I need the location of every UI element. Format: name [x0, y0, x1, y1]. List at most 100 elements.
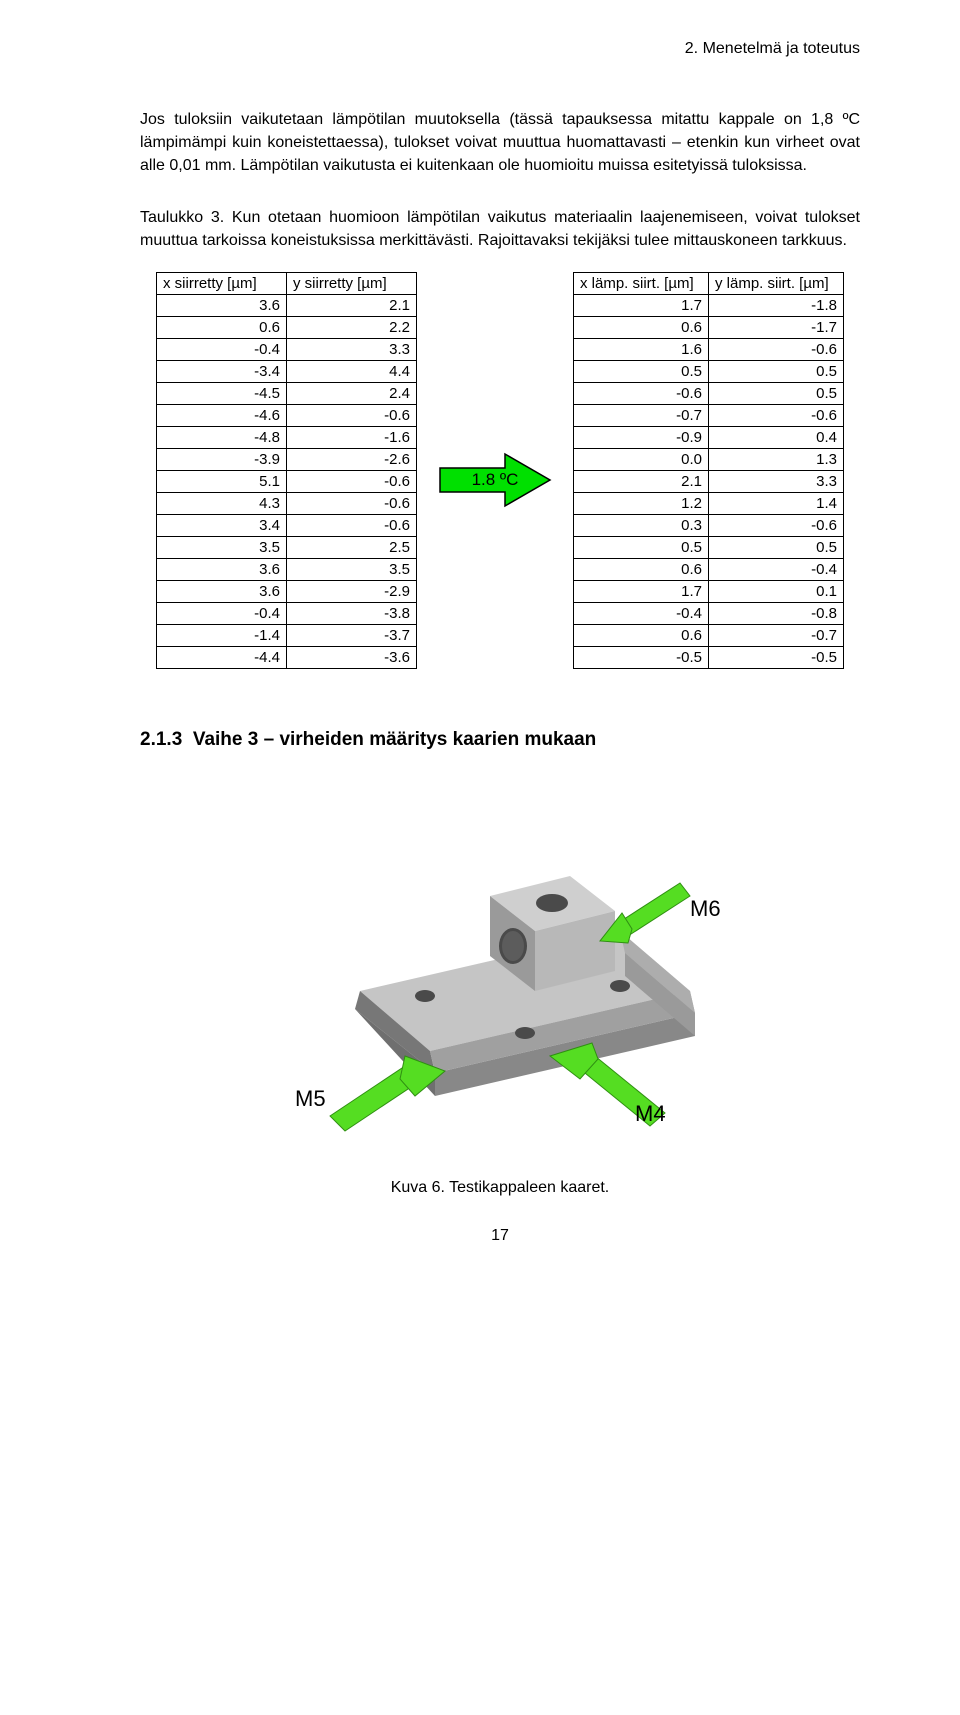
table-cell: 1.4: [709, 492, 844, 514]
arrow-label: 1.8 ºC: [472, 470, 519, 490]
table-cell: -0.7: [574, 404, 709, 426]
table-cell: -4.5: [157, 382, 287, 404]
page-number: 17: [140, 1227, 860, 1245]
table-cell: -0.4: [574, 602, 709, 624]
table-row: 0.6-0.7: [574, 624, 844, 646]
table-row: 3.52.5: [157, 536, 417, 558]
table-caption: Taulukko 3. Kun otetaan huomioon lämpöti…: [140, 206, 860, 252]
table-cell: -0.6: [287, 514, 417, 536]
table-cell: 3.5: [157, 536, 287, 558]
table-cell: 2.5: [287, 536, 417, 558]
table-cell: 2.4: [287, 382, 417, 404]
table-cell: 3.3: [709, 470, 844, 492]
label-m5: M5: [295, 1086, 326, 1112]
table-row: 1.21.4: [574, 492, 844, 514]
table-cell: 5.1: [157, 470, 287, 492]
table-row: -0.7-0.6: [574, 404, 844, 426]
table-cell: 0.5: [574, 360, 709, 382]
figure-caption: Kuva 6. Testikappaleen kaaret.: [391, 1179, 610, 1197]
table-row: 0.50.5: [574, 360, 844, 382]
table-cell: 0.6: [574, 624, 709, 646]
table-cell: 0.5: [574, 536, 709, 558]
table-row: 1.70.1: [574, 580, 844, 602]
table-cell: 1.7: [574, 294, 709, 316]
table-cell: -4.4: [157, 646, 287, 668]
left-col-header-y: y siirretty [µm]: [287, 272, 417, 294]
intro-paragraph: Jos tuloksiin vaikutetaan lämpötilan muu…: [140, 108, 860, 178]
table-cell: 0.5: [709, 382, 844, 404]
table-cell: 0.6: [574, 558, 709, 580]
table-row: 3.63.5: [157, 558, 417, 580]
table-row: -0.43.3: [157, 338, 417, 360]
table-cell: -3.7: [287, 624, 417, 646]
table-cell: 1.6: [574, 338, 709, 360]
table-cell: -0.5: [709, 646, 844, 668]
table-cell: 3.6: [157, 580, 287, 602]
table-row: -1.4-3.7: [157, 624, 417, 646]
table-cell: -1.7: [709, 316, 844, 338]
figure-6: M6 M5 M4 Kuva 6. Testikappaleen kaaret.: [140, 781, 860, 1197]
table-cell: -1.8: [709, 294, 844, 316]
table-row: 3.4-0.6: [157, 514, 417, 536]
table-cell: -0.6: [287, 404, 417, 426]
table-row: 3.6-2.9: [157, 580, 417, 602]
table-cell: -1.4: [157, 624, 287, 646]
table-cell: 0.5: [709, 360, 844, 382]
table-row: -3.44.4: [157, 360, 417, 382]
table-row: 0.3-0.6: [574, 514, 844, 536]
table-cell: 0.1: [709, 580, 844, 602]
table-row: 0.6-0.4: [574, 558, 844, 580]
table-cell: 2.1: [287, 294, 417, 316]
table-cell: -0.9: [574, 426, 709, 448]
table-cell: -0.6: [574, 382, 709, 404]
table-cell: 3.6: [157, 558, 287, 580]
table-cell: -4.8: [157, 426, 287, 448]
table-cell: 1.2: [574, 492, 709, 514]
table-row: -0.5-0.5: [574, 646, 844, 668]
table-cell: 0.6: [157, 316, 287, 338]
table-row: -3.9-2.6: [157, 448, 417, 470]
table-cell: -0.6: [709, 514, 844, 536]
table-cell: 1.7: [574, 580, 709, 602]
table-cell: 2.1: [574, 470, 709, 492]
table-cell: -0.7: [709, 624, 844, 646]
table-cell: -2.9: [287, 580, 417, 602]
table-row: 0.62.2: [157, 316, 417, 338]
table-cell: -0.4: [157, 338, 287, 360]
table-row: -0.90.4: [574, 426, 844, 448]
table-cell: -1.6: [287, 426, 417, 448]
table-cell: 0.5: [709, 536, 844, 558]
table-cell: -4.6: [157, 404, 287, 426]
table-cell: -0.6: [709, 404, 844, 426]
table-row: -0.4-0.8: [574, 602, 844, 624]
table-cell: 0.6: [574, 316, 709, 338]
table-row: 3.62.1: [157, 294, 417, 316]
table-row: -0.4-3.8: [157, 602, 417, 624]
table-cell: 4.3: [157, 492, 287, 514]
table-row: 0.50.5: [574, 536, 844, 558]
table-cell: 1.3: [709, 448, 844, 470]
table-row: 5.1-0.6: [157, 470, 417, 492]
table-row: 0.6-1.7: [574, 316, 844, 338]
table-cell: -0.5: [574, 646, 709, 668]
table-cell: -3.4: [157, 360, 287, 382]
label-m6: M6: [690, 896, 721, 922]
right-col-header-x: x lämp. siirt. [µm]: [574, 272, 709, 294]
section-title: Vaihe 3 – virheiden määritys kaarien muk…: [193, 729, 596, 750]
tables-container: x siirretty [µm] y siirretty [µm] 3.62.1…: [140, 272, 860, 669]
table-cell: 3.6: [157, 294, 287, 316]
table-cell: -0.4: [709, 558, 844, 580]
table-row: -4.52.4: [157, 382, 417, 404]
table-row: -4.4-3.6: [157, 646, 417, 668]
table-row: -4.8-1.6: [157, 426, 417, 448]
table-cell: -0.6: [709, 338, 844, 360]
table-row: -0.60.5: [574, 382, 844, 404]
table-cell: 3.3: [287, 338, 417, 360]
left-table: x siirretty [µm] y siirretty [µm] 3.62.1…: [156, 272, 417, 669]
table-cell: 0.0: [574, 448, 709, 470]
right-col-header-y: y lämp. siirt. [µm]: [709, 272, 844, 294]
arrow-container: 1.8 ºC: [435, 450, 555, 490]
table-cell: 0.3: [574, 514, 709, 536]
section-number: 2.1.3: [140, 729, 182, 750]
table-cell: -0.6: [287, 492, 417, 514]
